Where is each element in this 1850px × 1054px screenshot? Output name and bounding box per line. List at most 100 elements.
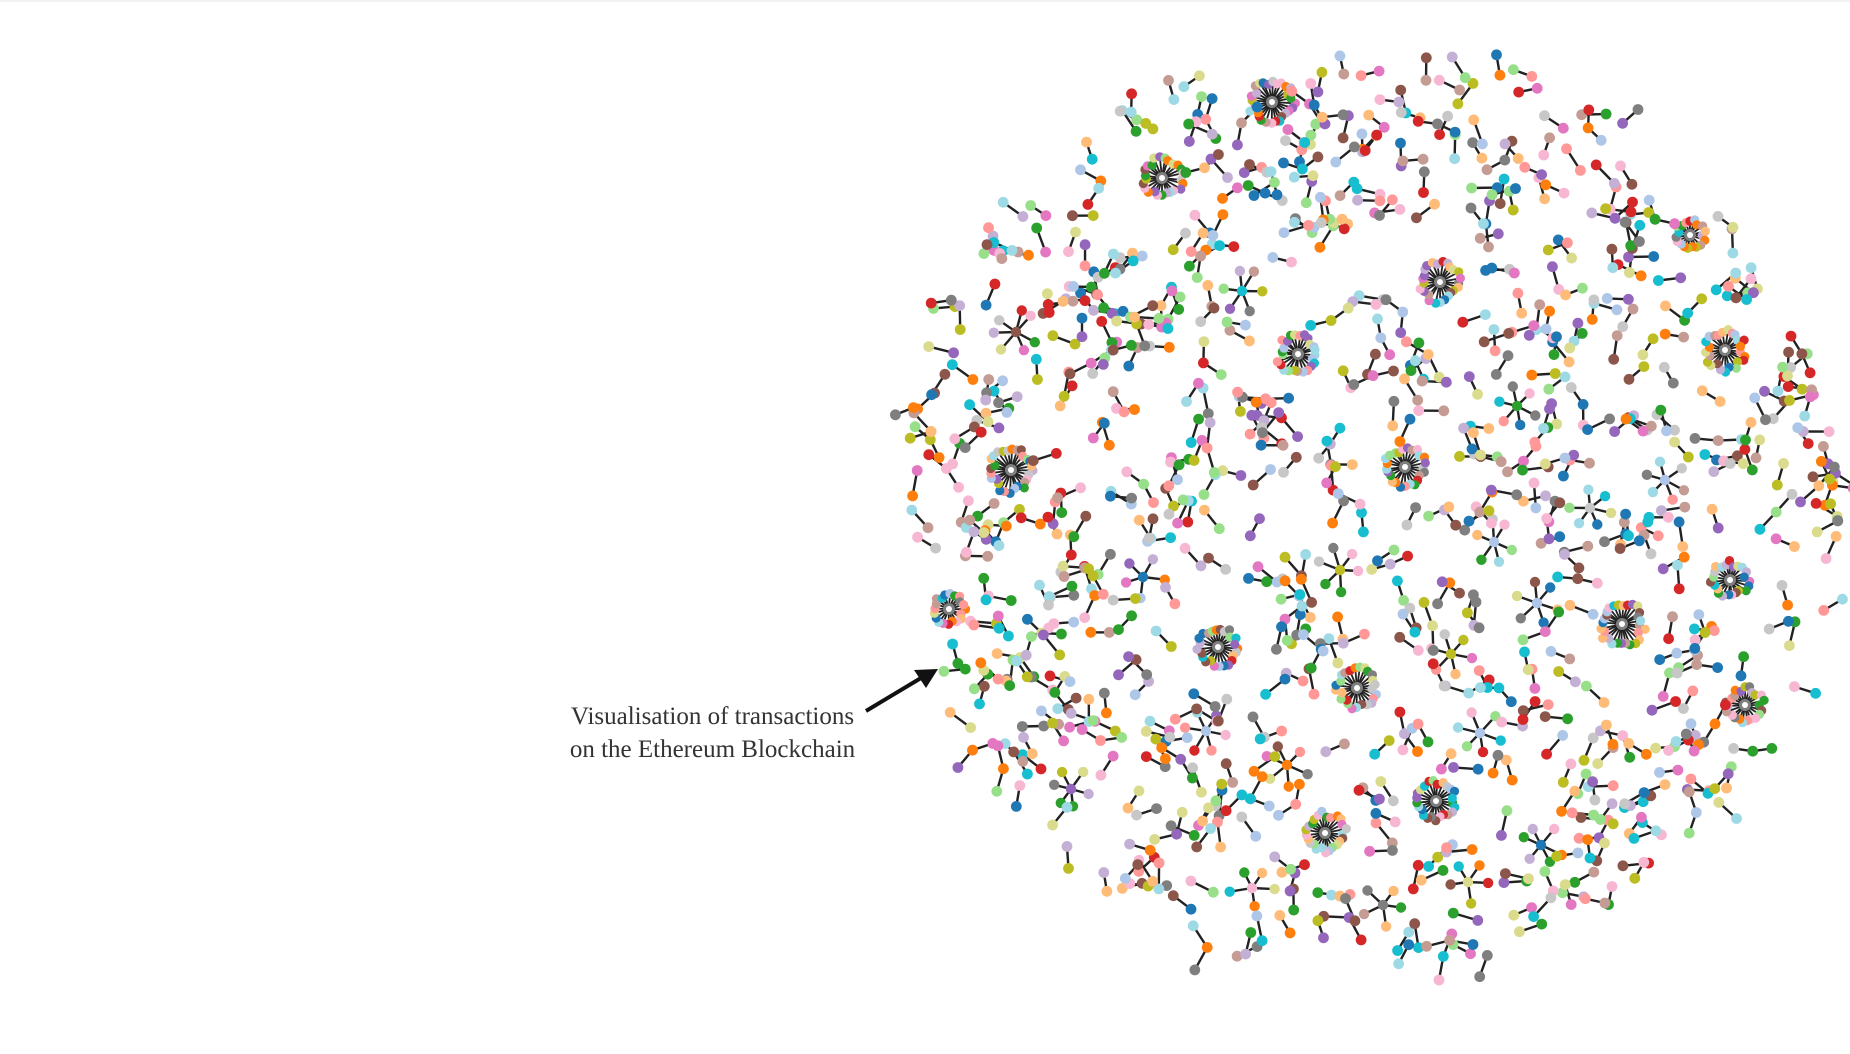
node: [1318, 932, 1329, 944]
node: [1035, 763, 1047, 775]
node: [1040, 210, 1052, 222]
node: [1165, 820, 1177, 832]
node: [967, 374, 979, 385]
node: [1601, 293, 1613, 304]
node: [1374, 94, 1386, 105]
node: [1129, 689, 1141, 701]
node: [1278, 466, 1289, 478]
node: [1119, 873, 1131, 884]
node: [1669, 436, 1680, 448]
node: [1254, 513, 1265, 525]
node: [1354, 498, 1366, 510]
node: [1123, 651, 1134, 662]
node: [1554, 497, 1566, 509]
node: [1389, 816, 1401, 828]
node: [1588, 866, 1600, 878]
node: [1675, 272, 1687, 284]
node: [1230, 639, 1240, 650]
node: [1083, 788, 1094, 800]
node: [1449, 786, 1460, 796]
node: [1600, 108, 1612, 120]
node: [1468, 589, 1479, 601]
node: [1056, 507, 1068, 518]
node: [1720, 699, 1731, 711]
node: [1657, 691, 1669, 702]
node: [1566, 252, 1577, 264]
node: [1150, 625, 1162, 637]
node: [1321, 477, 1333, 489]
node: [1310, 345, 1320, 355]
node: [1052, 703, 1064, 715]
node: [1363, 109, 1375, 121]
node: [1771, 479, 1783, 491]
node: [1359, 145, 1371, 156]
node: [1732, 450, 1743, 462]
node: [1474, 971, 1486, 983]
node: [1624, 267, 1635, 278]
node: [1395, 137, 1406, 149]
node: [1541, 513, 1553, 524]
node: [1056, 766, 1068, 778]
node: [1034, 579, 1045, 591]
hub-core: [1619, 621, 1625, 627]
node: [1539, 711, 1551, 722]
node: [997, 196, 1009, 208]
node: [1392, 575, 1403, 587]
node: [1541, 748, 1552, 760]
node: [1124, 838, 1135, 850]
node: [923, 341, 935, 352]
node: [1359, 628, 1370, 640]
node: [1502, 466, 1513, 478]
node: [1413, 942, 1424, 953]
node: [1387, 194, 1398, 206]
node: [1463, 515, 1475, 527]
node: [1017, 211, 1029, 222]
node: [1589, 794, 1601, 806]
node: [1454, 587, 1465, 599]
node: [1745, 273, 1757, 285]
node: [1498, 173, 1510, 185]
node: [1558, 470, 1569, 482]
node: [1181, 732, 1193, 744]
node: [1271, 643, 1282, 655]
node: [997, 375, 1008, 387]
node: [1623, 251, 1634, 263]
node: [1637, 349, 1649, 361]
node: [1272, 357, 1282, 367]
node: [1250, 396, 1262, 408]
node: [1087, 715, 1099, 726]
node: [1332, 488, 1344, 499]
node: [1065, 707, 1077, 719]
node: [1437, 951, 1449, 962]
node: [1785, 362, 1796, 373]
node: [1191, 841, 1203, 853]
node: [1640, 748, 1652, 760]
node: [1463, 687, 1475, 699]
node: [1206, 93, 1218, 104]
node: [990, 461, 1000, 471]
node: [1483, 241, 1494, 253]
node: [1529, 696, 1541, 707]
node: [1397, 608, 1409, 620]
node: [1167, 890, 1179, 902]
node: [1820, 553, 1832, 564]
node: [1595, 134, 1607, 146]
node: [1643, 511, 1655, 523]
node: [1442, 110, 1453, 122]
node: [1234, 265, 1246, 277]
node: [933, 452, 945, 463]
node: [1799, 410, 1811, 422]
node: [1462, 607, 1473, 619]
node: [1526, 369, 1538, 381]
node: [1783, 346, 1794, 358]
node: [1014, 504, 1025, 515]
node: [1561, 143, 1572, 155]
node: [1482, 877, 1494, 889]
node: [1689, 623, 1700, 635]
node: [1411, 212, 1422, 224]
node: [1645, 548, 1657, 560]
node: [993, 422, 1005, 434]
node: [1499, 154, 1511, 166]
node: [1543, 533, 1555, 545]
node: [1194, 70, 1205, 82]
